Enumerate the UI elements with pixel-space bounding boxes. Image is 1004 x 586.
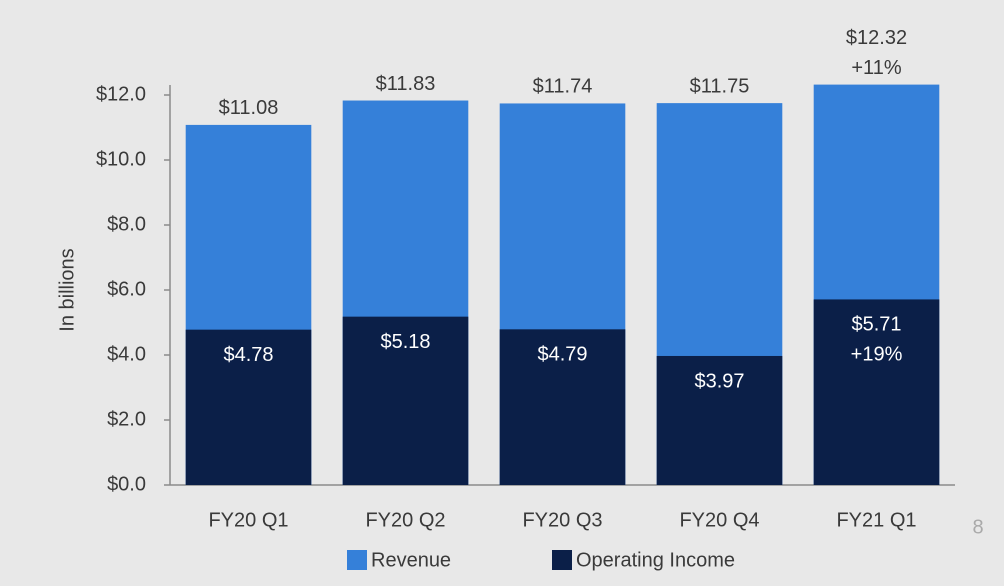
y-tick-label: $8.0 — [107, 213, 146, 235]
x-tick-label: FY20 Q3 — [522, 509, 602, 531]
value-label: $4.79 — [537, 344, 587, 366]
growth-label: +19% — [851, 344, 903, 366]
x-tick-label: FY20 Q4 — [679, 509, 759, 531]
legend-swatch — [347, 550, 367, 570]
y-tick-label: $6.0 — [107, 278, 146, 300]
page-number: 8 — [972, 516, 983, 538]
bar — [656, 355, 783, 485]
legend-label: Operating Income — [576, 549, 735, 571]
y-tick-label: $0.0 — [107, 473, 146, 495]
y-axis-label: In billions — [56, 248, 78, 331]
value-label: $11.75 — [690, 75, 750, 97]
value-label: $11.74 — [533, 76, 593, 98]
x-tick-label: FY20 Q2 — [365, 509, 445, 531]
value-label: $3.97 — [694, 370, 744, 392]
x-tick-label: FY20 Q1 — [208, 509, 288, 531]
y-tick-label: $2.0 — [107, 408, 146, 430]
bar — [342, 316, 469, 485]
y-tick-label: $10.0 — [96, 148, 146, 170]
y-tick-label: $12.0 — [96, 83, 146, 105]
legend-label: Revenue — [371, 549, 451, 571]
growth-label: +11% — [851, 57, 901, 79]
legend-swatch — [552, 550, 572, 570]
value-label: $5.71 — [851, 314, 901, 336]
bar — [813, 299, 940, 485]
value-label: $11.83 — [376, 73, 436, 95]
bar — [499, 329, 626, 485]
value-label: $12.32 — [846, 27, 907, 49]
bar — [185, 329, 312, 485]
x-tick-label: FY21 Q1 — [836, 509, 916, 531]
value-label: $5.18 — [380, 331, 430, 353]
value-label: $4.78 — [223, 344, 273, 366]
value-label: $11.08 — [219, 97, 279, 119]
y-tick-label: $4.0 — [107, 343, 146, 365]
